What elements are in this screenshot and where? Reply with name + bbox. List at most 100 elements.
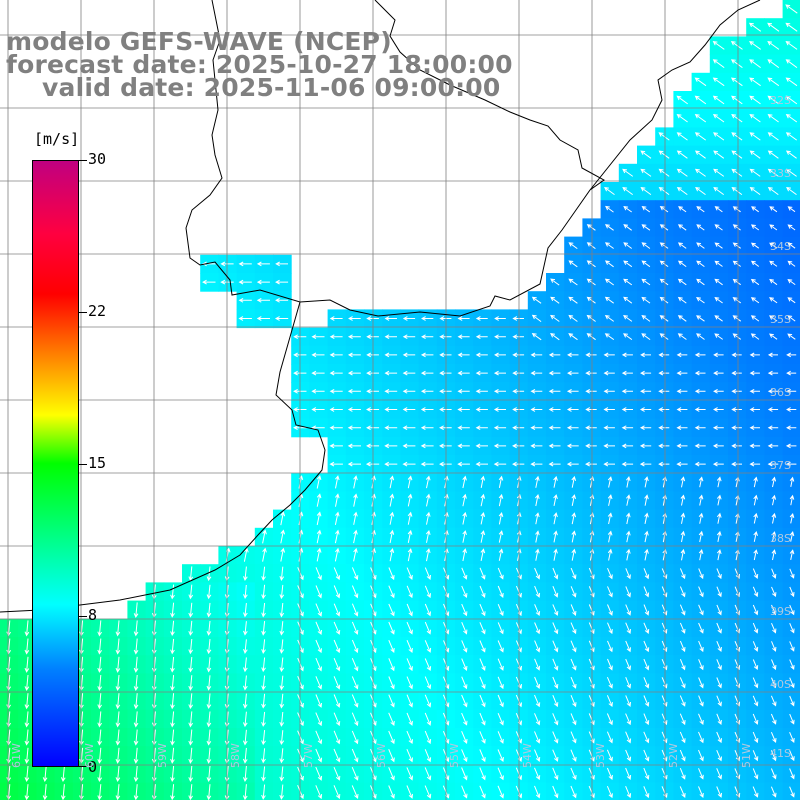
wind-arrow — [769, 297, 778, 304]
wind-arrow — [679, 604, 686, 616]
wind-arrow — [494, 316, 506, 321]
wind-arrow — [275, 261, 288, 267]
wind-arrow — [351, 567, 359, 581]
wind-arrow — [789, 732, 795, 743]
wind-arrow — [694, 95, 707, 105]
wind-arrow — [787, 297, 796, 304]
wind-arrow — [716, 476, 722, 488]
wind-arrow — [734, 713, 741, 725]
wind-arrow — [420, 370, 434, 376]
wind-arrow — [625, 658, 631, 671]
wind-arrow — [716, 494, 722, 506]
wind-arrow — [552, 749, 559, 762]
wind-arrow — [641, 296, 651, 304]
wind-arrow — [553, 475, 558, 488]
wind-arrow — [771, 531, 777, 542]
wind-arrow — [623, 260, 633, 268]
wind-arrow — [643, 695, 650, 707]
wind-arrow — [498, 493, 504, 507]
wind-arrow — [497, 585, 504, 598]
wind-arrow — [661, 731, 668, 744]
wind-arrow — [698, 548, 704, 561]
wind-arrow — [534, 658, 541, 671]
wind-arrow — [676, 461, 688, 467]
wind-arrow — [568, 242, 578, 250]
wind-arrow — [694, 352, 706, 358]
wind-arrow — [334, 529, 340, 544]
wind-arrow — [333, 658, 341, 672]
wind-arrow — [279, 621, 285, 636]
wind-arrow — [534, 749, 541, 762]
wind-arrow — [424, 621, 431, 635]
wind-arrow — [461, 731, 468, 744]
wind-arrow — [475, 352, 488, 358]
wind-arrow — [658, 132, 670, 141]
wind-arrow — [407, 475, 413, 489]
wind-arrow — [347, 461, 361, 467]
wind-arrow — [771, 476, 777, 488]
wind-arrow — [607, 494, 613, 506]
wind-arrow — [329, 425, 343, 431]
wind-arrow — [335, 493, 340, 507]
wind-arrow — [698, 494, 704, 506]
wind-arrow — [679, 622, 686, 634]
colorbar-tick-mark — [79, 616, 87, 617]
wind-arrow — [498, 548, 504, 561]
wind-arrow — [406, 603, 413, 617]
wind-arrow — [698, 476, 704, 488]
wind-arrow — [261, 657, 266, 673]
wind-arrow — [679, 749, 686, 762]
wind-arrow — [787, 315, 796, 322]
wind-arrow — [586, 333, 596, 341]
wind-arrow — [497, 622, 504, 635]
wind-arrow — [621, 352, 633, 358]
wind-arrow — [552, 622, 559, 635]
wind-arrow — [752, 695, 759, 707]
wind-arrow — [731, 150, 743, 159]
wind-arrow — [753, 512, 758, 524]
wind-arrow — [550, 278, 560, 286]
wind-arrow — [621, 461, 634, 467]
wind-arrow — [261, 639, 266, 654]
wind-arrow — [694, 388, 706, 394]
wind-arrow — [752, 604, 759, 616]
colorbar-tick-label: 22 — [88, 302, 107, 320]
wind-arrow — [753, 494, 758, 506]
wind-arrow — [347, 407, 361, 412]
wind-arrow — [749, 132, 761, 141]
wind-arrow — [315, 585, 322, 599]
wind-arrow — [475, 334, 488, 340]
wind-arrow — [643, 604, 650, 616]
wind-arrow — [243, 547, 249, 562]
wind-arrow — [424, 785, 432, 799]
lon-label: 58W — [229, 743, 242, 768]
wind-arrow — [553, 494, 558, 506]
wind-arrow — [424, 676, 432, 690]
lon-label: 55W — [448, 743, 461, 768]
wind-arrow — [716, 677, 722, 689]
wind-arrow — [625, 749, 632, 762]
wind-arrow — [676, 150, 688, 159]
wind-arrow — [677, 242, 687, 249]
wind-arrow — [206, 602, 212, 618]
wind-arrow — [420, 352, 434, 358]
wind-arrow — [389, 475, 395, 489]
wind-arrow — [676, 388, 688, 394]
wind-arrow — [315, 639, 322, 654]
wind-arrow — [677, 296, 687, 304]
wind-arrow — [621, 388, 633, 394]
wind-arrow — [623, 205, 632, 213]
wind-arrow — [24, 620, 30, 637]
wind-arrow — [480, 475, 486, 488]
wind-arrow — [767, 461, 779, 467]
wind-arrow — [311, 352, 325, 358]
wind-arrow — [462, 493, 467, 507]
wind-arrow — [238, 316, 252, 321]
wind-arrow — [659, 278, 669, 286]
wind-arrow — [750, 297, 760, 304]
wind-arrow — [534, 713, 541, 726]
wind-arrow — [639, 461, 652, 467]
wind-arrow — [242, 729, 248, 746]
wind-arrow — [698, 568, 704, 580]
wind-arrow — [242, 675, 248, 691]
